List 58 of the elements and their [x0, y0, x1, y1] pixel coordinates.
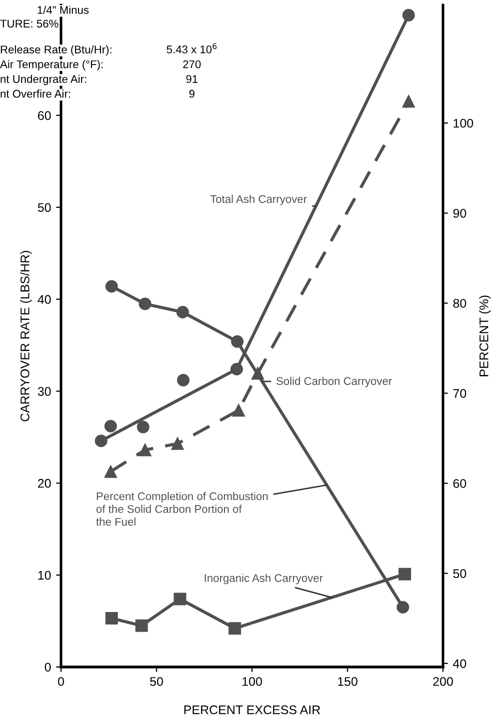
point	[104, 465, 117, 478]
point	[138, 444, 152, 456]
point	[396, 601, 410, 614]
y-tick-label: 20	[38, 478, 51, 488]
point	[135, 619, 148, 632]
annotation: 5.43 x 10$^{6}$	[166, 43, 217, 54]
point	[136, 420, 150, 434]
point	[176, 306, 189, 318]
y2-axis-title: PERCENT (%)	[479, 296, 491, 376]
x-tick-label: 0	[58, 677, 64, 686]
y2-tick-label: 90	[453, 208, 466, 218]
y-tick-label: 50	[38, 203, 51, 212]
point	[174, 592, 186, 606]
point	[104, 420, 117, 432]
point	[105, 280, 118, 293]
y-tick-label: 0	[44, 662, 51, 672]
point	[138, 298, 152, 310]
point	[231, 335, 244, 348]
y2-tick-label: 70	[453, 389, 466, 398]
series-label: Total Ash Carryover	[210, 194, 307, 206]
annotation: 270	[183, 60, 201, 68]
y-tick-label: 40	[38, 295, 51, 304]
y2-tick-label: 50	[453, 569, 466, 578]
y2-tick-label: 60	[453, 479, 466, 488]
x-axis-title: PERCENT EXCESS AIR	[184, 705, 320, 714]
annotation: nt Undergrate Air:	[0, 74, 86, 86]
annotation: 9	[189, 90, 194, 98]
y-tick-label: 30	[38, 386, 51, 396]
x-tick-label: 150	[338, 677, 358, 686]
annotation: Air Temperature (°F):	[0, 60, 103, 70]
point	[402, 8, 415, 22]
annotation: nt Overfire Air:	[0, 90, 70, 98]
x-tick-label: 50	[150, 677, 163, 686]
y2-tick-label: 40	[453, 659, 466, 668]
y-tick-label: 60	[38, 111, 51, 120]
y-tick-label: 10	[38, 570, 51, 580]
annotation: Release Rate (Btu/Hr):	[0, 45, 112, 56]
series-label: Percent Completion of Combustion of the Solid Carbon Portion of the Fuel	[96, 492, 268, 526]
point	[402, 95, 415, 108]
point	[232, 404, 245, 417]
x-tick-label: 200	[433, 677, 453, 686]
point	[228, 622, 242, 635]
annotation: 1/4" Minus	[38, 6, 89, 14]
series-label: Solid Carbon Carryover	[276, 376, 392, 388]
series-label: Inorganic Ash Carryover	[204, 574, 323, 584]
point	[176, 374, 190, 386]
annotation: 91	[186, 75, 198, 83]
point	[105, 612, 118, 625]
point	[398, 568, 412, 580]
point	[94, 434, 108, 448]
point	[251, 367, 264, 380]
text: TURE: 56%	[0, 20, 58, 28]
y2-tick-label: 100	[454, 118, 474, 128]
y-axis-title: CARRYOVER RATE (LBS/HR)	[20, 250, 32, 422]
point	[230, 362, 243, 376]
point	[171, 437, 184, 450]
y2-tick-label: 80	[453, 298, 466, 308]
x-tick-label: 100	[242, 677, 262, 686]
